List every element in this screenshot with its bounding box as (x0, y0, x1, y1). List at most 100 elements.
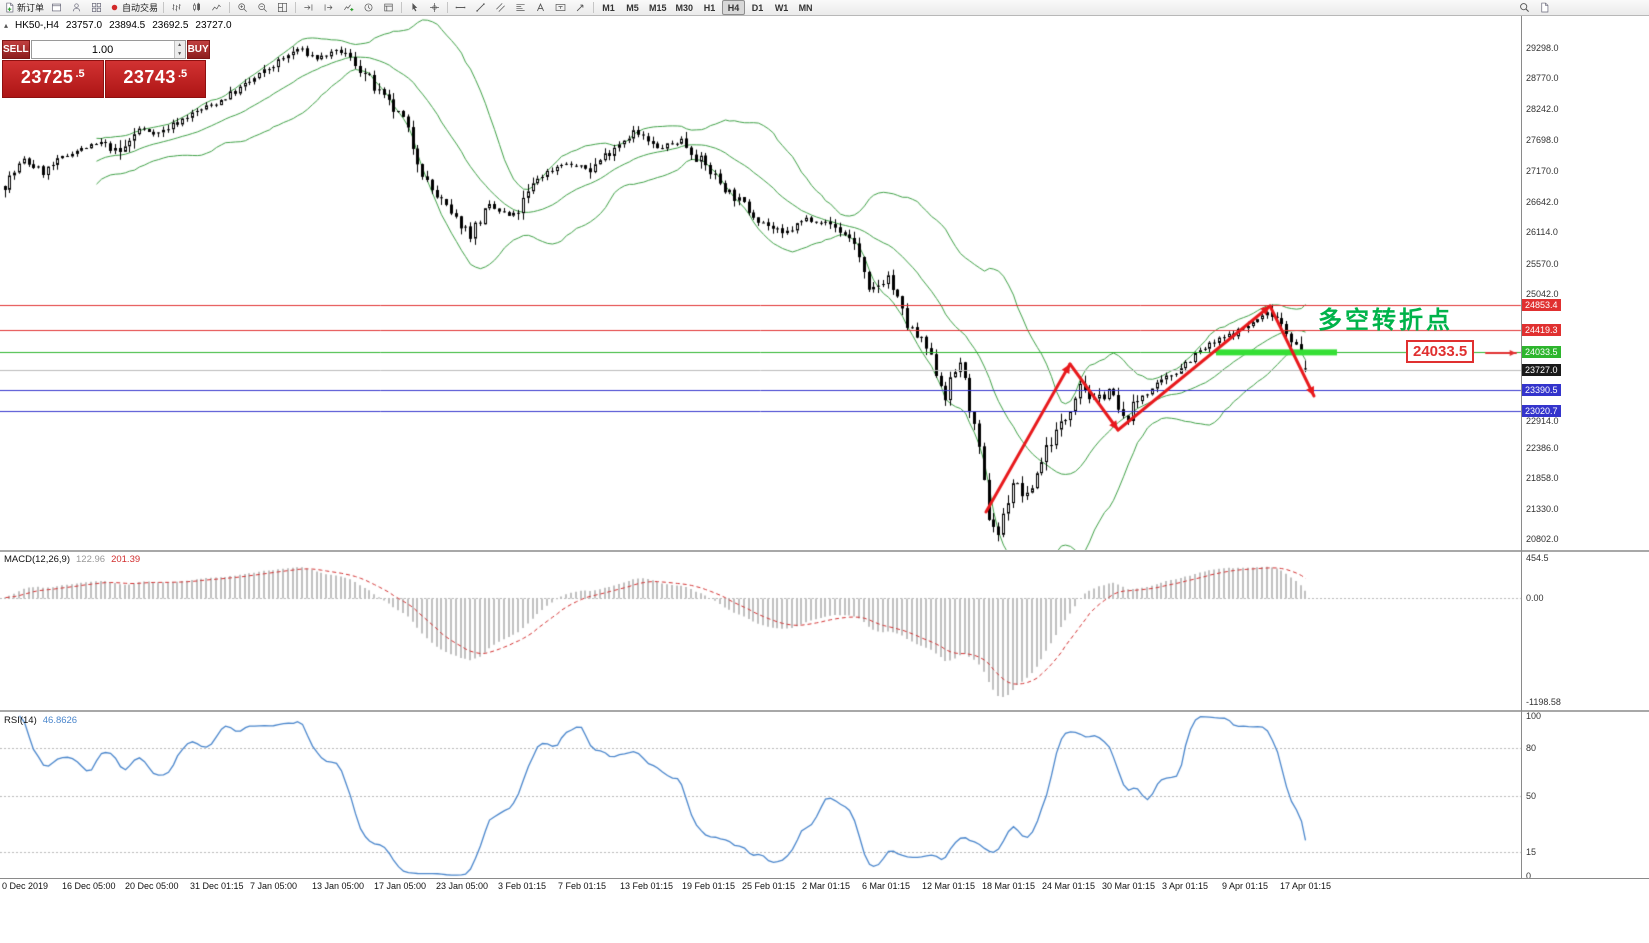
one-click-trading-panel: SELL ▲ ▼ BUY 23725 .5 23743 .5 (2, 40, 210, 98)
arrows-icon (575, 2, 586, 13)
rsi-axis-label: 0 (1526, 871, 1532, 881)
date-label: 2 Mar 01:15 (802, 881, 851, 891)
candlestick-chart-button[interactable] (187, 0, 206, 15)
horizontal-line-button[interactable] (451, 0, 470, 15)
crosshair-icon (429, 2, 440, 13)
date-label: 18 Mar 01:15 (982, 881, 1036, 891)
timeframe-d1-button[interactable]: D1 (751, 2, 764, 13)
price-axis-label: 28242.0 (1526, 103, 1559, 114)
zoom-out-button[interactable] (253, 0, 272, 15)
candlestick-chart-icon (191, 2, 202, 13)
date-label: 6 Mar 01:15 (862, 881, 911, 891)
new-order-icon (4, 2, 15, 13)
price-axis-label: 22386.0 (1526, 442, 1559, 453)
chart-window-button[interactable] (47, 0, 66, 15)
price-axis-label: 29298.0 (1526, 42, 1559, 53)
timeframe-mn-button[interactable]: MN (798, 2, 813, 13)
price-axis-label: 26642.0 (1526, 196, 1559, 207)
buy-button[interactable]: BUY (186, 40, 210, 59)
volume-decrease-icon[interactable]: ▼ (174, 49, 185, 58)
price-axis-label: 27170.0 (1526, 165, 1559, 176)
crosshair-button[interactable] (425, 0, 444, 15)
bar-chart-button[interactable] (167, 0, 186, 15)
toolbar-separator (295, 2, 297, 13)
templates-button[interactable] (379, 0, 398, 15)
trendline-button[interactable] (471, 0, 490, 15)
timeframe-m1-button[interactable]: M1 (602, 2, 615, 13)
rsi-axis-label: 80 (1526, 743, 1537, 753)
equidistant-channel-button[interactable] (491, 0, 510, 15)
timeframe-h4-button[interactable]: H4 (722, 0, 746, 15)
date-label: 20 Dec 05:00 (125, 881, 179, 891)
sell-button[interactable]: SELL (2, 40, 30, 59)
toolbar-separator (447, 2, 449, 13)
zoom-in-button[interactable] (233, 0, 252, 15)
timeframe-h1-button[interactable]: H1 (703, 2, 716, 13)
cursor-button[interactable] (405, 0, 424, 15)
ohlc-high: 23894.5 (109, 20, 146, 31)
autotrading-icon (109, 2, 120, 13)
market-watch-button[interactable] (87, 0, 106, 15)
price-tag: 24419.3 (1522, 324, 1561, 337)
price-tag: 24033.5 (1522, 346, 1561, 359)
sell-price-display[interactable]: 23725 .5 (2, 60, 104, 98)
chart-shift-button[interactable] (319, 0, 338, 15)
price-axis-label: 28770.0 (1526, 73, 1559, 84)
date-label: 0 Dec 2019 (2, 881, 49, 891)
autotrading-button[interactable]: 自动交易 (107, 0, 160, 15)
bar-chart-icon (171, 2, 182, 13)
price-axis-label: 21858.0 (1526, 473, 1559, 484)
fibonacci-retracement-icon (515, 2, 526, 13)
date-label: 31 Dec 01:15 (190, 881, 244, 891)
timeframe-w1-button[interactable]: W1 (774, 2, 789, 13)
text-label-button[interactable] (551, 0, 570, 15)
date-label: 17 Jan 05:00 (374, 881, 427, 891)
pane-separator-macd[interactable] (0, 550, 1649, 552)
one-click-collapse-icon[interactable]: ▴ (4, 21, 9, 30)
search-button[interactable] (1515, 0, 1534, 15)
zoom-out-icon (257, 2, 268, 13)
price-axis-label: 22914.0 (1526, 416, 1559, 427)
buy-price-display[interactable]: 23743 .5 (104, 60, 206, 98)
tile-windows-button[interactable] (273, 0, 292, 15)
price-tag: 24853.4 (1522, 298, 1561, 311)
date-label: 25 Feb 01:15 (742, 881, 796, 891)
rsi-value: 46.8626 (42, 715, 78, 726)
periods-button[interactable] (359, 0, 378, 15)
date-label: 19 Feb 01:15 (682, 881, 736, 891)
date-label: 9 Apr 01:15 (1222, 881, 1269, 891)
date-label: 3 Feb 01:15 (498, 881, 547, 891)
periods-icon (363, 2, 374, 13)
text-button[interactable] (531, 0, 550, 15)
arrows-button[interactable] (571, 0, 590, 15)
text-icon (535, 2, 546, 13)
profiles-button[interactable] (67, 0, 86, 15)
macd-axis-label: 454.5 (1526, 553, 1549, 563)
new-order-label: 新订单 (17, 3, 45, 13)
search-icon (1519, 2, 1530, 13)
price-tag: 23727.0 (1522, 364, 1561, 377)
new-window-button[interactable] (1535, 0, 1554, 15)
timeframe-m15-button[interactable]: M15 (649, 2, 667, 13)
line-chart-button[interactable] (207, 0, 226, 15)
timeframe-m30-button[interactable]: M30 (675, 2, 694, 13)
date-label: 13 Jan 05:00 (312, 881, 365, 891)
price-tag: 23390.5 (1522, 383, 1561, 396)
toolbar-separator (593, 2, 595, 13)
fibonacci-retracement-button[interactable] (511, 0, 530, 15)
indicators-button[interactable] (339, 0, 358, 15)
auto-scroll-button[interactable] (299, 0, 318, 15)
new-order-button[interactable]: 新订单 (2, 0, 46, 15)
volume-increase-icon[interactable]: ▲ (174, 41, 185, 50)
macd-indicator-label: MACD(12,26,9) 122.96 201.39 (4, 554, 140, 565)
toolbar-separator (163, 2, 165, 13)
price-axis-label: 20802.0 (1526, 534, 1559, 545)
pane-separator-rsi[interactable] (0, 710, 1649, 712)
timeframe-m5-button[interactable]: M5 (626, 2, 639, 13)
turning-point-annotation[interactable]: 多空转折点 (1318, 307, 1453, 334)
cursor-icon (409, 2, 420, 13)
price-callout[interactable]: 24033.5 (1406, 340, 1475, 363)
volume-input[interactable] (31, 41, 174, 58)
rsi-indicator-label: RSI(14) 46.8626 (4, 715, 77, 726)
